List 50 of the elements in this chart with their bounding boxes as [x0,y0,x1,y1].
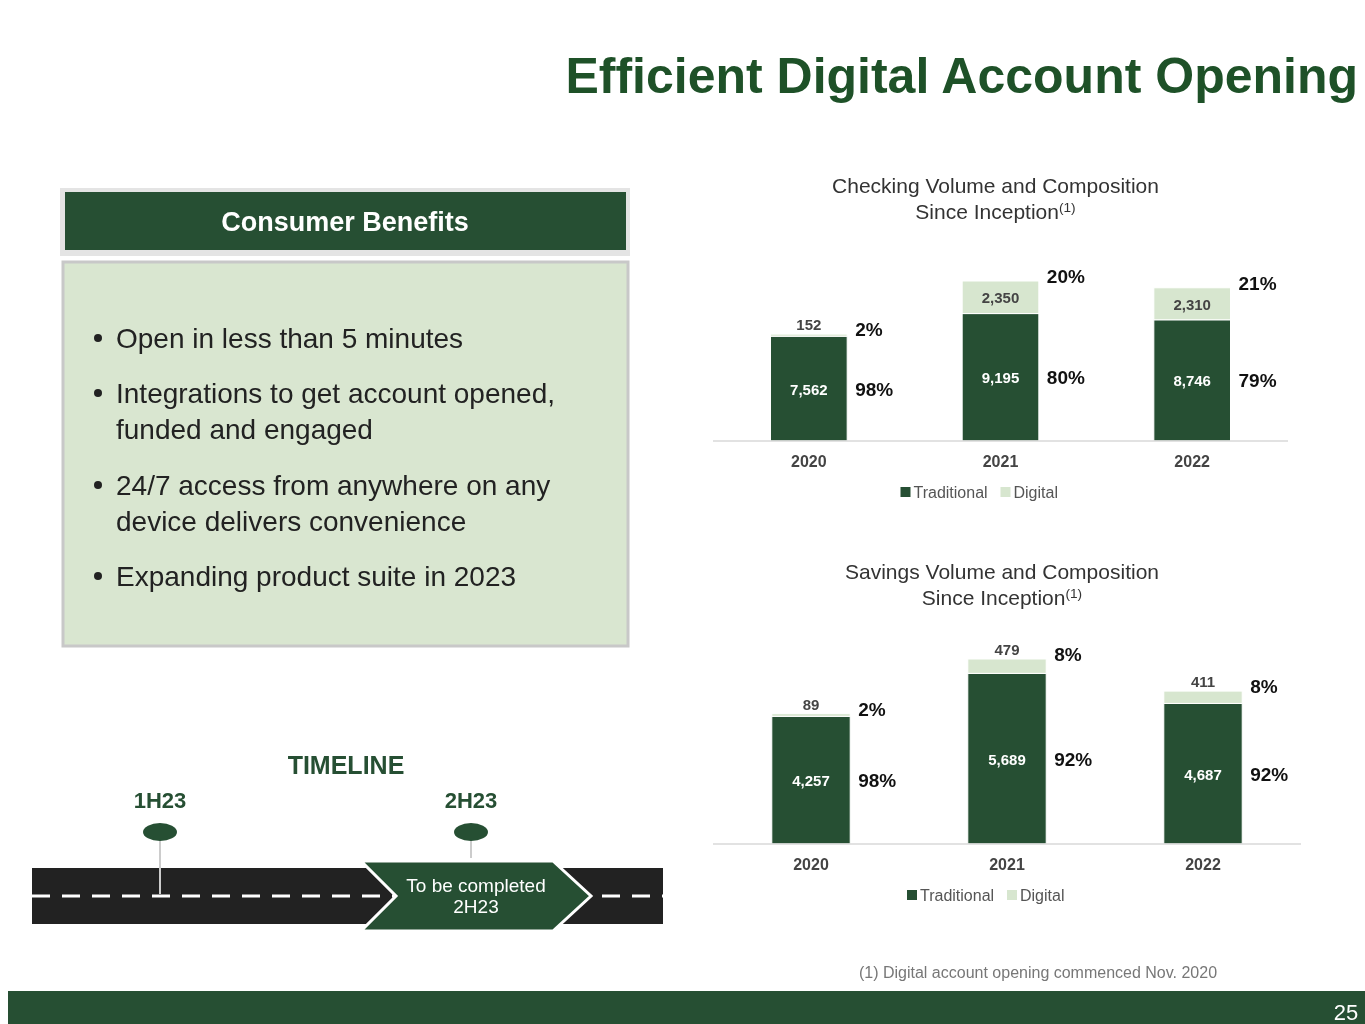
text: Efficient Digital Account Opening [565,48,1358,104]
data-label: 4,257 [792,772,830,790]
data-label: 5,689 [988,750,1026,768]
text: Open in less than 5 minutes [116,323,464,354]
data-label: 2,310 [1173,295,1211,313]
text: TIMELINE [287,751,405,779]
data-label: 152 [796,316,822,334]
x-tick-label: 2020 [791,453,827,470]
data-label: 4,687 [1184,765,1222,783]
text: To be completed 2H23 [406,875,546,917]
text: 1H23 [133,788,187,813]
annotation: 80% [1046,367,1085,389]
annotation: 21% [1238,272,1277,294]
x-tick-label: 2021 [989,856,1025,873]
annotation: 98% [855,378,894,400]
text: 24/7 access from anywhere on any device delivers convenience [116,470,551,537]
x-tick-label: 2022 [1185,856,1221,873]
legend-label: Traditional [920,887,995,904]
text: Expanding product suite in 2023 [116,561,517,592]
legend-label: Digital [1020,887,1065,904]
annotation: 8% [1250,676,1278,698]
data-label: 479 [994,641,1020,658]
annotation: 92% [1250,763,1289,785]
text: (1) Digital account opening commenced Nov. 2020 [858,964,1218,981]
annotation: 8% [1054,644,1082,665]
annotation: 92% [1054,748,1093,770]
legend-label: Digital [1013,484,1058,501]
x-tick-label: 2022 [1174,453,1211,470]
annotation: 2% [855,319,883,341]
annotation: 79% [1238,370,1277,392]
data-label: 89 [802,695,820,713]
annotation: 20% [1046,266,1085,287]
text: 25 [1333,1000,1359,1024]
data-label: 7,562 [790,380,828,398]
data-label: 8,746 [1173,372,1211,390]
data-label: 2,350 [981,289,1020,307]
data-label: 9,195 [981,369,1020,387]
data-label: 411 [1190,673,1216,691]
bar [771,715,851,845]
annotation: 2% [858,698,886,720]
chart-title: Savings Volume and Composition Since Inception$^{(1)}$ [844,560,1160,609]
bar [770,335,848,442]
chart-title: Checking Volume and Composition Since Inception$^{(1)}$ [832,174,1159,223]
annotation: 98% [858,770,897,792]
text: Integrations to get account opened, funded and engaged [116,378,555,445]
legend-label: Traditional [913,484,988,501]
text: Consumer Benefits [221,207,469,237]
x-tick-label: 2021 [982,453,1019,470]
x-tick-label: 2020 [793,856,829,873]
text: 2H23 [444,788,498,813]
